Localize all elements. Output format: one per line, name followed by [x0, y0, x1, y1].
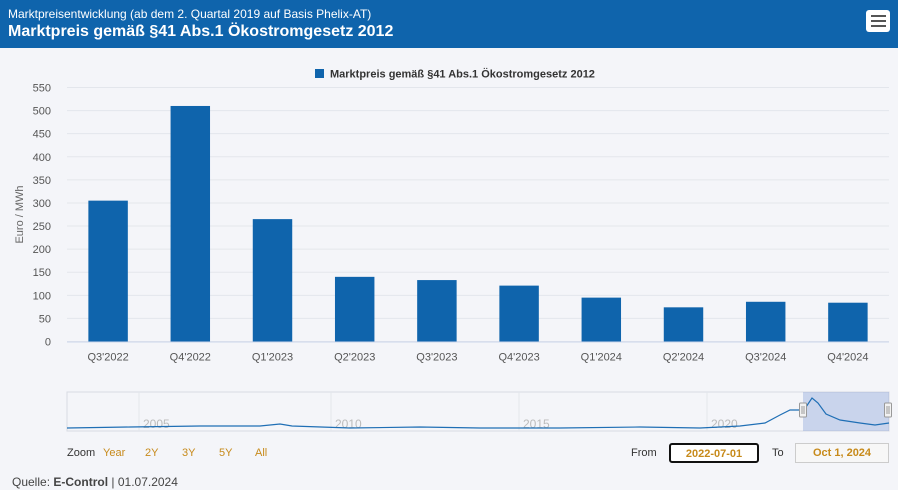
x-tick-label: Q2'2023: [334, 352, 375, 364]
y-tick-label: 250: [33, 221, 51, 233]
x-tick-label: Q3'2023: [416, 352, 457, 364]
x-tick-label: Q4'2023: [498, 352, 539, 364]
navigator-year-label: 2005: [143, 417, 170, 431]
navigator-year-label: 2020: [711, 417, 738, 431]
y-tick-label: 450: [33, 129, 51, 141]
chart-header: Marktpreisentwicklung (ab dem 2. Quartal…: [0, 0, 898, 48]
y-tick-label: 550: [33, 83, 51, 95]
legend-label: Marktpreis gemäß §41 Abs.1 Ökostromgeset…: [330, 68, 595, 81]
zoom-5y-button[interactable]: 5Y: [219, 447, 233, 459]
chart-subtitle: Marktpreisentwicklung (ab dem 2. Quartal…: [8, 7, 372, 21]
x-tick-label: Q4'2022: [170, 352, 211, 364]
bar: [170, 105, 211, 342]
bar: [334, 276, 375, 342]
y-tick-label: 0: [45, 337, 51, 349]
x-tick-label: Q4'2024: [827, 352, 868, 364]
y-tick-label: 300: [33, 198, 51, 210]
legend-marker: [315, 69, 324, 78]
navigator-series-line: [66, 397, 890, 429]
y-tick-label: 50: [39, 313, 51, 325]
from-label: From: [631, 447, 657, 459]
y-tick-label: 350: [33, 175, 51, 187]
chart-title: Marktpreis gemäß §41 Abs.1 Ökostromgeset…: [8, 23, 394, 40]
bar: [417, 280, 457, 342]
source-name: E-Control: [53, 475, 109, 489]
source-note: Quelle: E-Control | 01.07.2024: [12, 475, 178, 489]
bar: [252, 219, 293, 342]
zoom-label: Zoom: [67, 447, 96, 459]
y-axis-title: Euro / MWh: [14, 185, 26, 243]
from-date-input[interactable]: 2022-07-01: [669, 443, 759, 463]
bar: [499, 285, 539, 342]
bar: [581, 297, 622, 342]
to-label: To: [772, 447, 784, 459]
bar: [828, 302, 868, 342]
source-date: 01.07.2024: [117, 475, 178, 489]
bar-chart: Marktpreis gemäß §41 Abs.1 Ökostromgeset…: [14, 68, 892, 432]
navigator-year-label: 2015: [523, 417, 550, 431]
navigator-handle: [884, 402, 892, 418]
y-tick-label: 500: [33, 106, 51, 118]
hamburger-menu-icon[interactable]: [866, 10, 890, 32]
zoom-all-button[interactable]: All: [255, 447, 268, 459]
source-separator: |: [111, 475, 115, 489]
y-tick-label: 100: [33, 290, 51, 302]
x-tick-label: Q1'2023: [252, 352, 293, 364]
x-tick-label: Q2'2024: [663, 352, 704, 364]
navigator-frame: [66, 391, 890, 432]
bar: [745, 301, 786, 342]
y-tick-label: 200: [33, 244, 51, 256]
x-tick-label: Q1'2024: [581, 352, 622, 364]
navigator-year-label: 2010: [335, 417, 362, 431]
y-tick-label: 400: [33, 152, 51, 164]
x-tick-label: Q3'2024: [745, 352, 786, 364]
navigator-handle: [799, 402, 807, 418]
y-tick-label: 150: [33, 267, 51, 279]
bar: [663, 307, 704, 342]
source-label: Quelle:: [12, 475, 51, 489]
bar: [88, 200, 128, 342]
x-tick-label: Q3'2022: [87, 352, 128, 364]
zoom-3y-button[interactable]: 3Y: [182, 447, 196, 459]
zoom-2y-button[interactable]: 2Y: [145, 447, 159, 459]
to-date-input[interactable]: Oct 1, 2024: [795, 443, 889, 463]
zoom-year-button[interactable]: Year: [103, 447, 126, 459]
